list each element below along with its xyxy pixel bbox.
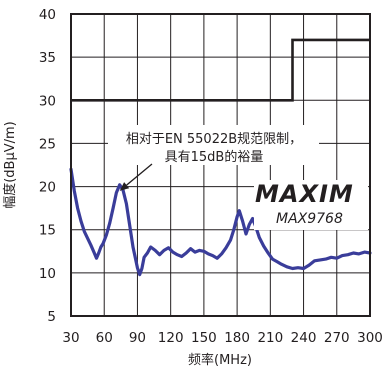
x-tick-label: 90	[129, 330, 146, 346]
y-tick-label: 25	[39, 136, 56, 152]
x-tick-label: 180	[224, 330, 250, 346]
x-axis-title: 频率(MHz)	[188, 352, 252, 368]
x-tick-label: 120	[158, 330, 184, 346]
y-tick-label: 35	[39, 50, 56, 66]
annotation-arrow-head	[119, 182, 130, 191]
y-tick-label: 5	[47, 309, 56, 325]
limit-line	[71, 38, 370, 102]
x-tick-labels: 30 60 90 120 150 180 210 240 270 300	[62, 330, 382, 346]
y-tick-label: 10	[39, 266, 56, 282]
measured-emission-line	[69, 167, 372, 277]
x-tick-label: 210	[257, 330, 283, 346]
x-tick-label: 150	[191, 330, 217, 346]
annotation-box	[108, 125, 319, 165]
logo-background	[254, 180, 368, 230]
x-tick-label: 300	[357, 330, 383, 346]
annotation-arrow	[126, 163, 153, 186]
x-tick-label: 240	[291, 330, 317, 346]
y-tick-labels: 5 10 15 20 25 30 35 40	[39, 7, 56, 325]
y-axis-title: 幅度(dBµV/m)	[2, 121, 18, 209]
y-tick-label: 15	[39, 223, 56, 239]
part-number: MAX9768	[276, 211, 343, 227]
y-tick-label: 30	[39, 93, 56, 109]
plot-frame	[70, 13, 371, 317]
series-layer	[69, 38, 372, 277]
annotation-line-2: 具有15dB的裕量	[165, 149, 264, 165]
y-tick-label: 20	[39, 180, 56, 196]
x-tick-label: 30	[62, 330, 79, 346]
x-tick-label: 270	[324, 330, 350, 346]
annotation-line-1: 相对于EN 55022B规范限制，	[126, 132, 302, 147]
y-tick-label: 40	[39, 7, 56, 23]
maxim-logo: MAXIM	[255, 180, 354, 208]
x-tick-label: 60	[96, 330, 113, 346]
